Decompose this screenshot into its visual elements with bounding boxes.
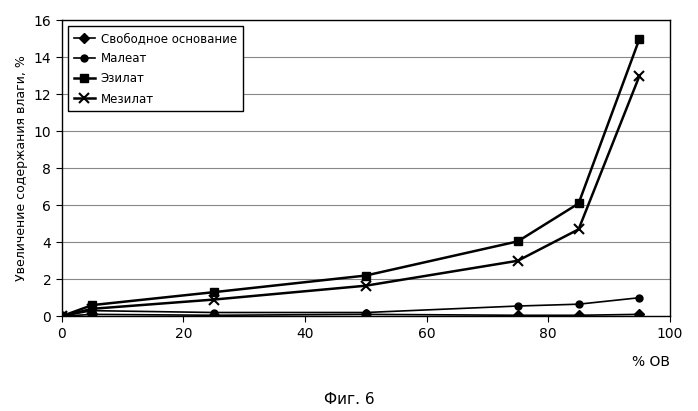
Line: Малеат: Малеат	[58, 294, 643, 320]
Свободное основание	[88, 312, 96, 317]
Legend: Свободное основание, Малеат, Эзилат, Мезилат: Свободное основание, Малеат, Эзилат, Мез…	[68, 26, 243, 111]
Эзилат	[514, 239, 522, 244]
Эзилат	[88, 302, 96, 307]
Свободное основание	[514, 313, 522, 318]
Свободное основание	[209, 313, 218, 318]
Малеат	[88, 308, 96, 313]
Мезилат	[514, 258, 522, 263]
Эзилат	[574, 201, 583, 206]
Y-axis label: Увеличение содержания влаги, %: Увеличение содержания влаги, %	[15, 55, 28, 281]
Эзилат	[209, 290, 218, 295]
Свободное основание	[574, 313, 583, 318]
Свободное основание	[57, 314, 66, 319]
Малеат	[574, 302, 583, 307]
Малеат	[57, 314, 66, 319]
Мезилат	[209, 297, 218, 302]
Text: Фиг. 6: Фиг. 6	[324, 392, 374, 407]
Line: Свободное основание: Свободное основание	[58, 311, 643, 320]
Эзилат	[57, 314, 66, 319]
Свободное основание	[635, 312, 644, 317]
Мезилат	[57, 314, 66, 319]
Малеат	[514, 304, 522, 309]
Line: Мезилат: Мезилат	[57, 71, 644, 321]
Малеат	[635, 295, 644, 300]
Мезилат	[362, 283, 370, 288]
Line: Эзилат: Эзилат	[57, 35, 644, 320]
Мезилат	[88, 306, 96, 311]
Эзилат	[362, 273, 370, 278]
Эзилат	[635, 37, 644, 42]
Мезилат	[635, 74, 644, 79]
Text: % ОВ: % ОВ	[632, 355, 670, 369]
Свободное основание	[362, 312, 370, 317]
Мезилат	[574, 227, 583, 232]
Малеат	[362, 310, 370, 315]
Малеат	[209, 310, 218, 315]
